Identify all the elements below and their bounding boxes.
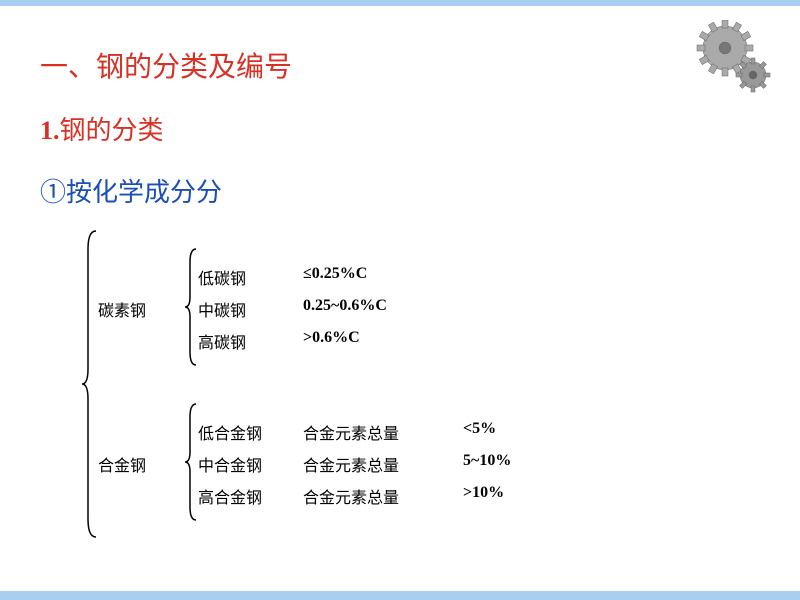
heading-3: ①按化学成分分: [40, 172, 760, 209]
alloy-name-2: 高合金钢: [198, 484, 303, 508]
carbon-row-high: 高碳钢 >0.6%C: [198, 329, 387, 353]
carbon-row-mid: 中碳钢 0.25~0.6%C: [198, 297, 387, 321]
carbon-name-2: 高碳钢: [198, 329, 303, 353]
top-border: [0, 0, 800, 6]
alloy-row-high: 高合金钢 合金元素总量 >10%: [198, 484, 511, 508]
alloy-name-0: 低合金钢: [198, 420, 303, 444]
slide-content: 一、钢的分类及编号 1.钢的分类 ①按化学成分分 碳素钢 低碳钢: [0, 0, 800, 544]
heading-2-text: 钢的分类: [60, 116, 164, 145]
carbon-label: 碳素钢: [98, 297, 183, 321]
alloy-desc-0: 合金元素总量: [303, 420, 463, 444]
heading-2: 1.钢的分类: [40, 110, 760, 147]
alloy-steel-group: 合金钢 低合金钢 合金元素总量 <5% 中合金钢: [98, 402, 511, 527]
alloy-row-low: 低合金钢 合金元素总量 <5%: [198, 420, 511, 444]
carbon-row-low: 低碳钢 ≤0.25%C: [198, 265, 387, 289]
heading-1: 一、钢的分类及编号: [40, 45, 760, 85]
carbon-detail-2: >0.6%C: [303, 329, 360, 353]
carbon-name-1: 中碳钢: [198, 297, 303, 321]
carbon-detail-1: 0.25~0.6%C: [303, 297, 387, 321]
alloy-desc-2: 合金元素总量: [303, 484, 463, 508]
bottom-border-inner: [0, 591, 800, 594]
alloy-desc-1: 合金元素总量: [303, 452, 463, 476]
alloy-name-1: 中合金钢: [198, 452, 303, 476]
carbon-steel-group: 碳素钢 低碳钢 ≤0.25%C 中碳钢 0.25~0.6%C: [98, 247, 511, 372]
gears-icon: [695, 20, 775, 105]
carbon-detail-0: ≤0.25%C: [303, 265, 367, 289]
alloy-val-2: >10%: [463, 484, 504, 508]
alloy-label: 合金钢: [98, 452, 183, 476]
alloy-val-1: 5~10%: [463, 452, 511, 476]
bottom-border: [0, 594, 800, 600]
heading-2-number: 1.: [40, 116, 60, 145]
alloy-brace: [183, 402, 198, 527]
outer-brace: [80, 229, 98, 544]
carbon-brace: [183, 247, 198, 372]
alloy-val-0: <5%: [463, 420, 496, 444]
classification-tree: 碳素钢 低碳钢 ≤0.25%C 中碳钢 0.25~0.6%C: [80, 229, 760, 544]
carbon-name-0: 低碳钢: [198, 265, 303, 289]
alloy-row-mid: 中合金钢 合金元素总量 5~10%: [198, 452, 511, 476]
